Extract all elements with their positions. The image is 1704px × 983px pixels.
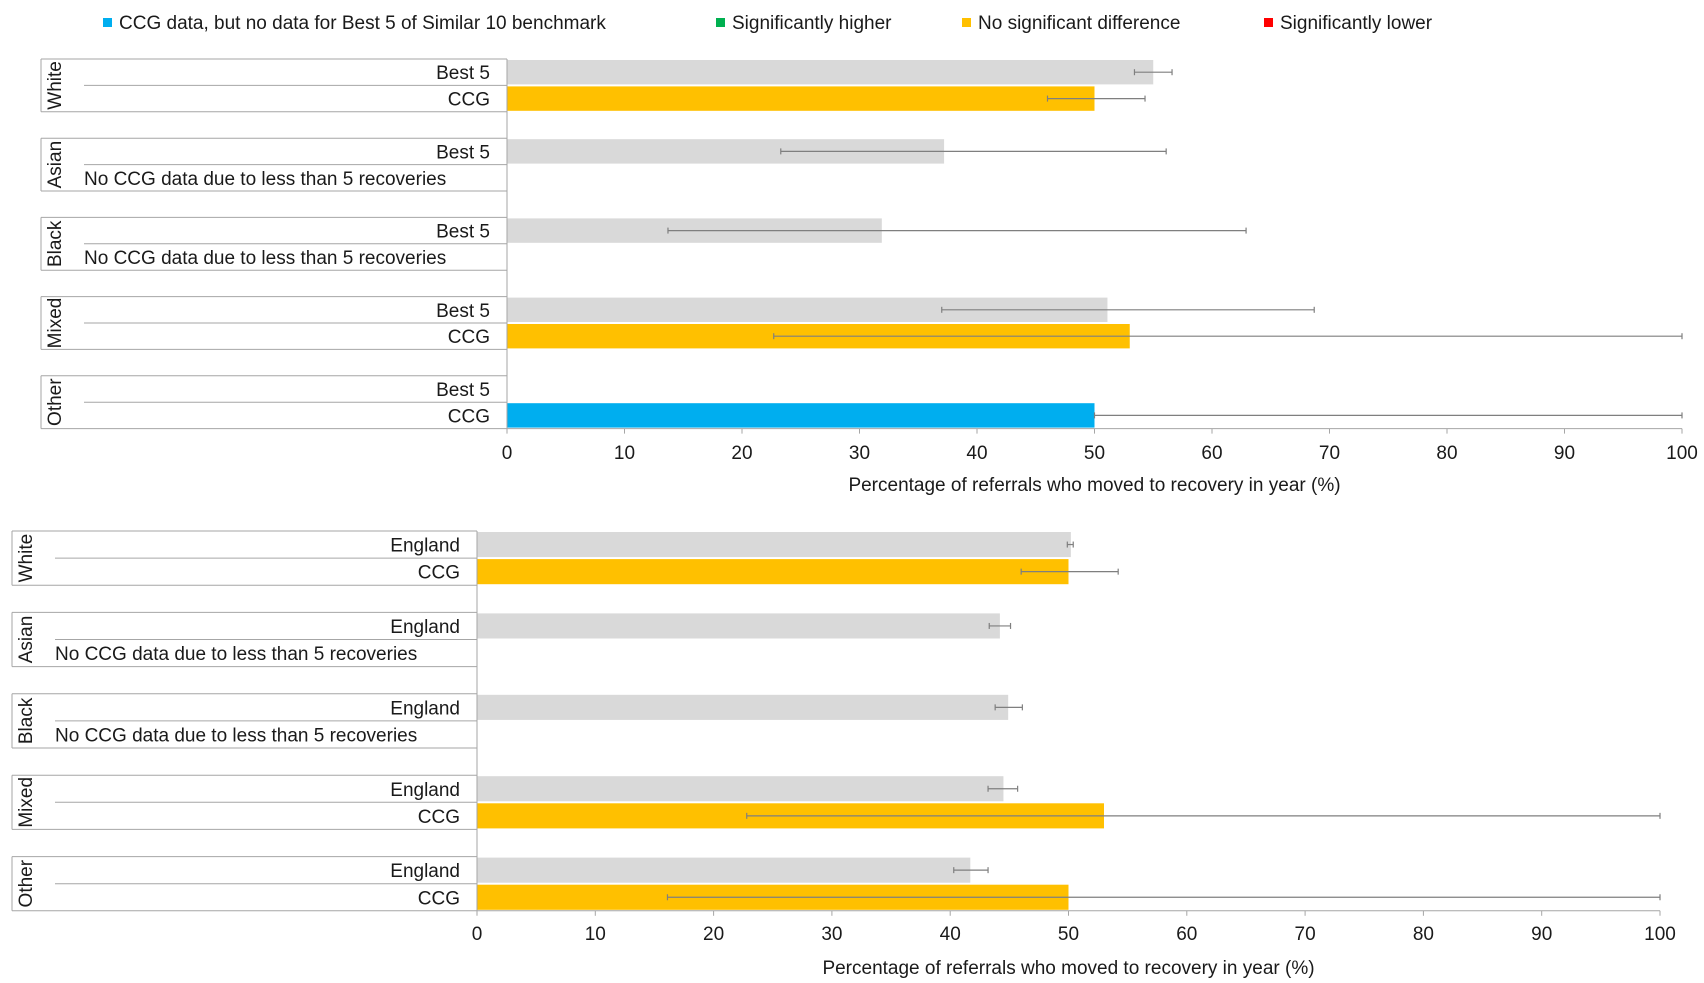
legend-swatch bbox=[1264, 18, 1273, 27]
group-label-other: Other bbox=[45, 378, 66, 426]
group-label-black: Black bbox=[45, 220, 66, 267]
x-tick-label: 90 bbox=[1554, 443, 1575, 464]
x-tick-label: 60 bbox=[1176, 924, 1197, 945]
x-tick-label: 100 bbox=[1644, 924, 1676, 945]
x-tick-label: 20 bbox=[703, 924, 724, 945]
bar bbox=[477, 857, 971, 883]
x-tick-label: 10 bbox=[585, 924, 606, 945]
bar bbox=[507, 86, 1095, 111]
x-tick-label: 80 bbox=[1413, 924, 1434, 945]
row-label: No CCG data due to less than 5 recoverie… bbox=[84, 248, 446, 269]
row-label: Best 5 bbox=[436, 301, 490, 322]
row-label: CCG bbox=[448, 90, 490, 111]
x-tick-label: 0 bbox=[472, 924, 483, 945]
row-label: CCG bbox=[418, 807, 460, 828]
legend-label: CCG data, but no data for Best 5 of Simi… bbox=[119, 13, 606, 34]
row-label: No CCG data due to less than 5 recoverie… bbox=[55, 725, 417, 746]
group-label-other: Other bbox=[16, 859, 37, 907]
x-tick-label: 40 bbox=[940, 924, 961, 945]
x-tick-label: 90 bbox=[1531, 924, 1552, 945]
x-tick-label: 20 bbox=[731, 443, 752, 464]
legend-swatch bbox=[962, 18, 971, 27]
bar bbox=[507, 403, 1095, 428]
group-label-asian: Asian bbox=[45, 141, 66, 189]
legend-label: Significantly higher bbox=[732, 13, 892, 34]
row-label: CCG bbox=[448, 327, 490, 348]
x-tick-label: 70 bbox=[1319, 443, 1340, 464]
row-label: Best 5 bbox=[436, 142, 490, 163]
legend-swatch bbox=[103, 18, 112, 27]
x-tick-label: 30 bbox=[849, 443, 870, 464]
row-label: Best 5 bbox=[436, 222, 490, 243]
row-label: England bbox=[390, 861, 460, 882]
x-tick-label: 100 bbox=[1666, 443, 1698, 464]
row-label: England bbox=[390, 617, 460, 638]
x-tick-label: 0 bbox=[502, 443, 513, 464]
row-label: Best 5 bbox=[436, 63, 490, 84]
row-label: England bbox=[390, 780, 460, 801]
x-tick-label: 30 bbox=[821, 924, 842, 945]
row-label: CCG bbox=[418, 888, 460, 909]
x-tick-label: 80 bbox=[1436, 443, 1457, 464]
group-label-mixed: Mixed bbox=[45, 298, 66, 349]
row-label: CCG bbox=[448, 406, 490, 427]
bar bbox=[477, 532, 1071, 558]
legend-label: No significant difference bbox=[978, 13, 1180, 34]
x-axis-title: Percentage of referrals who moved to rec… bbox=[822, 958, 1314, 978]
legend-label: Significantly lower bbox=[1280, 13, 1433, 34]
legend-swatch bbox=[716, 18, 725, 27]
row-label: Best 5 bbox=[436, 380, 490, 401]
x-tick-label: 60 bbox=[1201, 443, 1222, 464]
row-label: England bbox=[390, 698, 460, 719]
x-tick-label: 70 bbox=[1295, 924, 1316, 945]
x-tick-label: 10 bbox=[614, 443, 635, 464]
row-label: England bbox=[390, 536, 460, 557]
group-label-mixed: Mixed bbox=[16, 777, 37, 828]
group-label-asian: Asian bbox=[16, 616, 37, 664]
x-tick-label: 50 bbox=[1058, 924, 1079, 945]
group-label-white: White bbox=[45, 61, 66, 110]
bar bbox=[507, 60, 1154, 85]
row-label: CCG bbox=[418, 563, 460, 584]
bar bbox=[477, 776, 1004, 802]
x-tick-label: 50 bbox=[1084, 443, 1105, 464]
bar bbox=[477, 694, 1009, 720]
x-tick-label: 40 bbox=[966, 443, 987, 464]
group-label-black: Black bbox=[16, 697, 37, 744]
group-label-white: White bbox=[16, 534, 37, 583]
row-label: No CCG data due to less than 5 recoverie… bbox=[84, 169, 446, 190]
x-axis-title: Percentage of referrals who moved to rec… bbox=[848, 475, 1340, 496]
bar bbox=[477, 613, 1000, 639]
bar bbox=[477, 559, 1069, 585]
row-label: No CCG data due to less than 5 recoverie… bbox=[55, 644, 417, 665]
